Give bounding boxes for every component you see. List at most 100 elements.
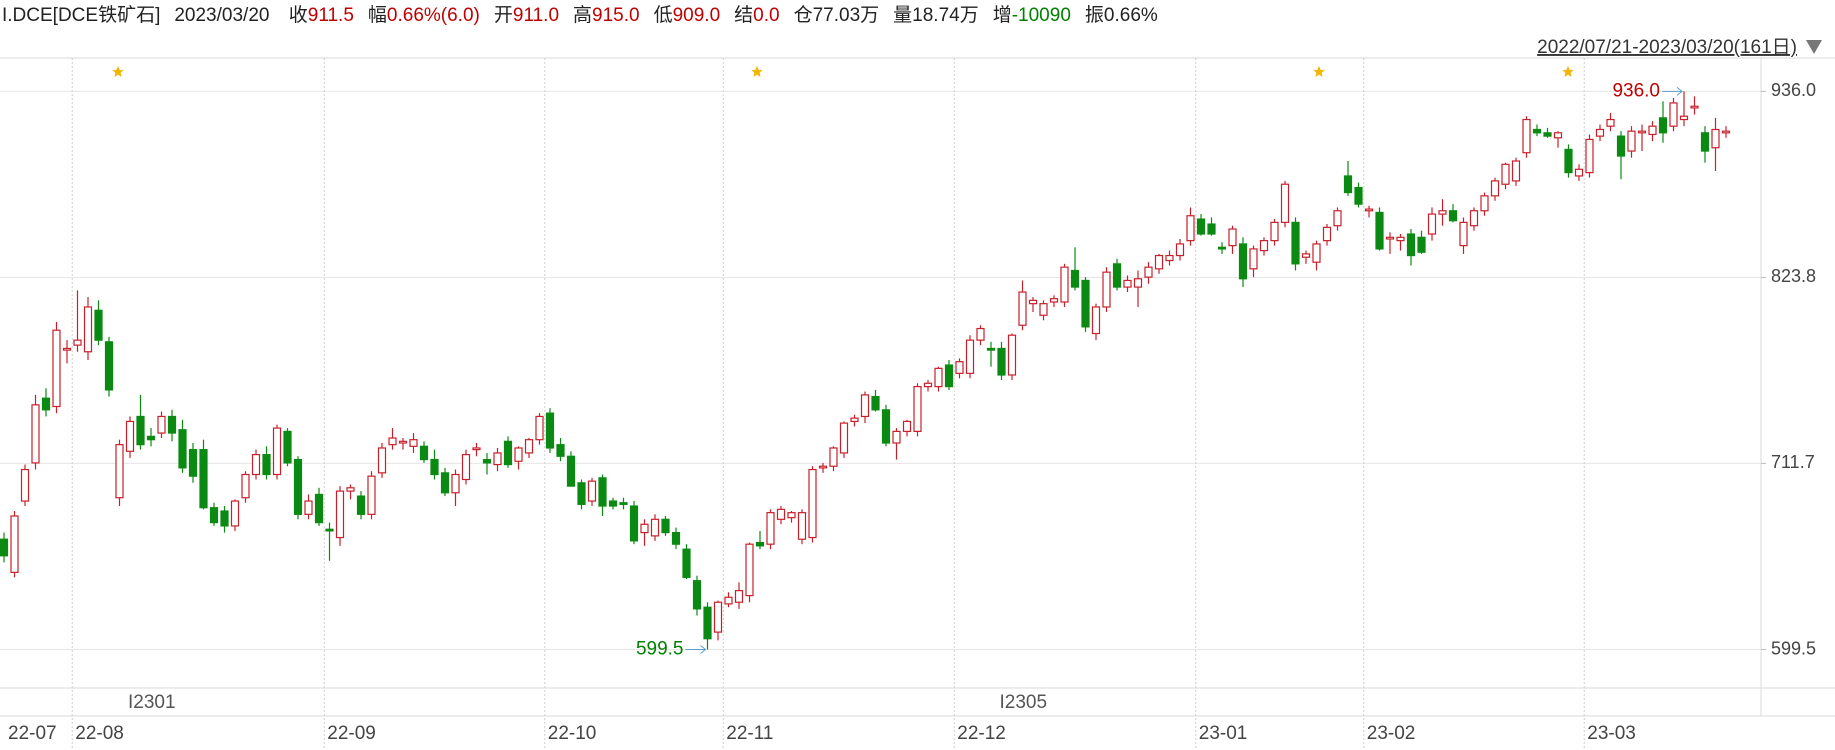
candle-body <box>0 538 9 557</box>
candle-body <box>1627 130 1636 152</box>
candle-body <box>314 493 324 524</box>
candle-body <box>524 439 534 454</box>
candle-body <box>1322 226 1332 242</box>
candle-body <box>1007 334 1017 376</box>
candle-body <box>346 487 355 492</box>
candle-body <box>1637 130 1647 134</box>
candle-body <box>976 327 985 341</box>
candle-body <box>829 447 838 467</box>
candle-body <box>325 528 334 532</box>
candle-body <box>1406 233 1416 257</box>
x-tick-label: 22-07 <box>8 723 57 744</box>
candle-body <box>997 347 1006 376</box>
candle-body <box>1700 132 1710 152</box>
field-label: 收 <box>288 5 308 26</box>
x-tick-label: 22-12 <box>957 723 1006 744</box>
candle-body <box>1217 246 1227 250</box>
field-value: 915.0 <box>592 5 640 26</box>
extreme-label: 936.0 <box>1612 80 1660 101</box>
range-dropdown[interactable] <box>1806 40 1822 54</box>
candle-body <box>377 447 387 474</box>
candle-body <box>703 606 712 640</box>
candle-body <box>881 409 891 444</box>
candle-body <box>1270 221 1279 242</box>
candle-body <box>1333 210 1342 227</box>
candle-body <box>1448 210 1458 222</box>
candle-body <box>577 482 586 505</box>
field-value: 0.0 <box>753 5 780 26</box>
candle-body <box>1721 130 1731 134</box>
candle-body <box>1564 148 1573 174</box>
field-label: 增 <box>992 5 1012 26</box>
y-tick-label: 936.0 <box>1771 80 1816 100</box>
candle-body <box>104 341 114 391</box>
candle-body <box>482 458 492 464</box>
candle-body <box>1427 213 1437 235</box>
candle-body <box>787 512 796 519</box>
candle-body <box>283 430 292 464</box>
x-tick-label: 22-11 <box>726 723 773 744</box>
candle-body <box>94 309 103 341</box>
candle-body <box>955 361 964 374</box>
candle-body <box>262 454 271 476</box>
y-tick-label: 823.8 <box>1771 266 1816 286</box>
x-tick-label: 22-08 <box>75 723 124 744</box>
candle-body <box>1469 210 1479 227</box>
candle-body <box>671 531 681 545</box>
candle-body <box>514 447 523 462</box>
candle-body <box>304 500 313 515</box>
candle-body <box>1585 138 1594 174</box>
candle-body <box>409 439 418 447</box>
candle-body <box>1522 118 1531 154</box>
x-tick-label: 22-09 <box>327 723 376 744</box>
candle-body <box>566 455 576 487</box>
candle-body <box>745 543 754 597</box>
field-value: 18.74万 <box>912 5 979 26</box>
candle-body <box>1123 279 1132 288</box>
candle-body <box>1102 271 1111 308</box>
candle-body <box>220 510 229 527</box>
candle-body <box>398 440 408 444</box>
x-tick-label: 23-02 <box>1367 723 1416 744</box>
candle-body <box>1301 253 1311 258</box>
extreme-label: 599.5 <box>636 639 684 660</box>
candle-body <box>430 458 439 476</box>
candle-body <box>1532 128 1542 134</box>
candle-body <box>1711 128 1720 149</box>
candle-body <box>1480 195 1489 212</box>
candle-body <box>1543 132 1552 137</box>
candle-body <box>83 306 93 353</box>
candle-body <box>1060 266 1069 303</box>
candle-body <box>1165 254 1174 262</box>
candle-body <box>755 541 765 547</box>
candle-body <box>1259 240 1269 252</box>
candle-body <box>1049 298 1059 303</box>
field-label: 振 <box>1084 5 1104 26</box>
candle-body <box>734 590 744 603</box>
candle-body <box>1616 135 1626 157</box>
candle-body <box>1606 118 1615 127</box>
candle-body <box>1312 243 1321 263</box>
candle-body <box>1280 183 1290 223</box>
x-tick-label: 22-10 <box>548 723 597 744</box>
x-tick-label: 23-03 <box>1587 723 1636 744</box>
range-label[interactable]: 2022/07/21-2023/03/20(161日) <box>1537 37 1797 58</box>
field-value: 0.66%(6.0) <box>386 5 480 26</box>
candle-body <box>713 601 723 633</box>
candle-body <box>146 435 156 441</box>
candle-body <box>157 415 166 434</box>
candle-body <box>818 465 828 469</box>
candle-body <box>923 382 933 388</box>
candle-body <box>472 447 481 451</box>
candle-body <box>115 444 124 499</box>
candle-body <box>797 512 807 540</box>
field-label: 仓 <box>793 5 813 26</box>
candle-body <box>31 404 40 464</box>
field-value: 0.66% <box>1103 5 1158 26</box>
field-label: 开 <box>493 5 513 26</box>
candle-body <box>1028 299 1038 305</box>
candle-body <box>1553 132 1563 139</box>
candle-body <box>367 475 376 515</box>
candle-body <box>535 415 544 441</box>
candle-body <box>934 367 943 388</box>
